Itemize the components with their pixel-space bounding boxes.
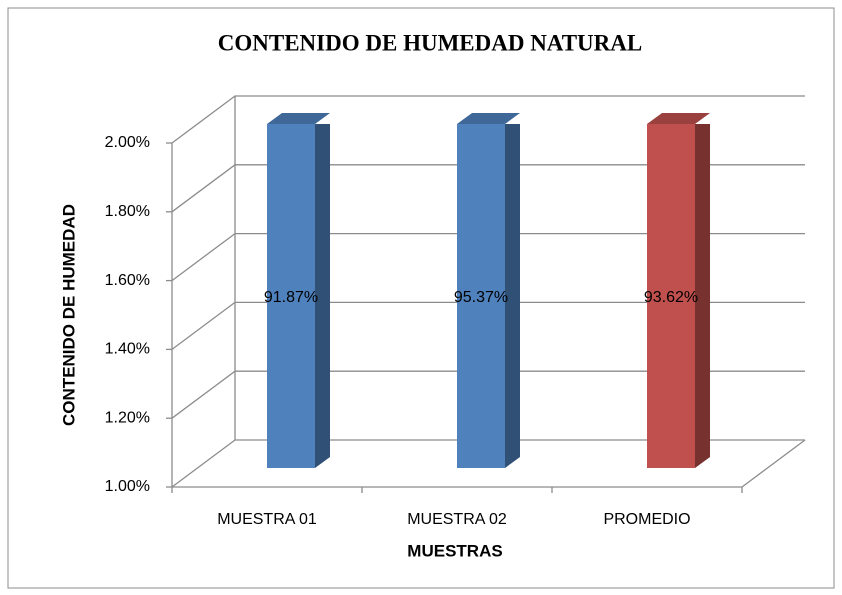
bar-side [315,124,330,468]
y-tick-label: 1.20% [105,409,150,426]
y-tick-label: 1.80% [105,203,150,220]
grid-line [171,370,805,419]
y-axis-title: CONTENIDO DE HUMEDAD [59,204,78,426]
bar [457,113,520,468]
x-tick-label: MUESTRA 01 [217,511,317,528]
bar-front [457,124,505,468]
data-label: 95.37% [454,289,508,306]
y-tick-label: 1.40% [105,341,150,358]
bar-top [267,113,330,124]
data-label: 91.87% [264,289,318,306]
y-tick-label: 1.60% [105,272,150,289]
bar-body [647,124,710,468]
bar-top [647,113,710,124]
y-tick-label: 1.00% [105,478,150,495]
bar-body [267,124,330,468]
x-tick-label: PROMEDIO [603,511,690,528]
grid-line [171,232,805,282]
grid-line [171,439,805,488]
bar [647,113,710,468]
bar-front [267,124,315,468]
grid-line [171,95,805,144]
bar-side [505,124,520,468]
bar-body [457,124,520,468]
bar-side [695,124,710,468]
bar [267,113,330,468]
bar-front [647,124,695,468]
y-tick-label: 2.00% [105,134,150,151]
chart-border [7,7,835,589]
bar-top [457,113,520,124]
data-label: 93.62% [644,289,698,306]
grid-line [171,301,805,350]
chart-title: CONTENIDO DE HUMEDAD NATURAL [218,30,642,55]
grid-line [171,164,805,213]
x-axis-title: MUESTRAS [407,541,502,560]
x-tick-label: MUESTRA 02 [407,511,507,528]
